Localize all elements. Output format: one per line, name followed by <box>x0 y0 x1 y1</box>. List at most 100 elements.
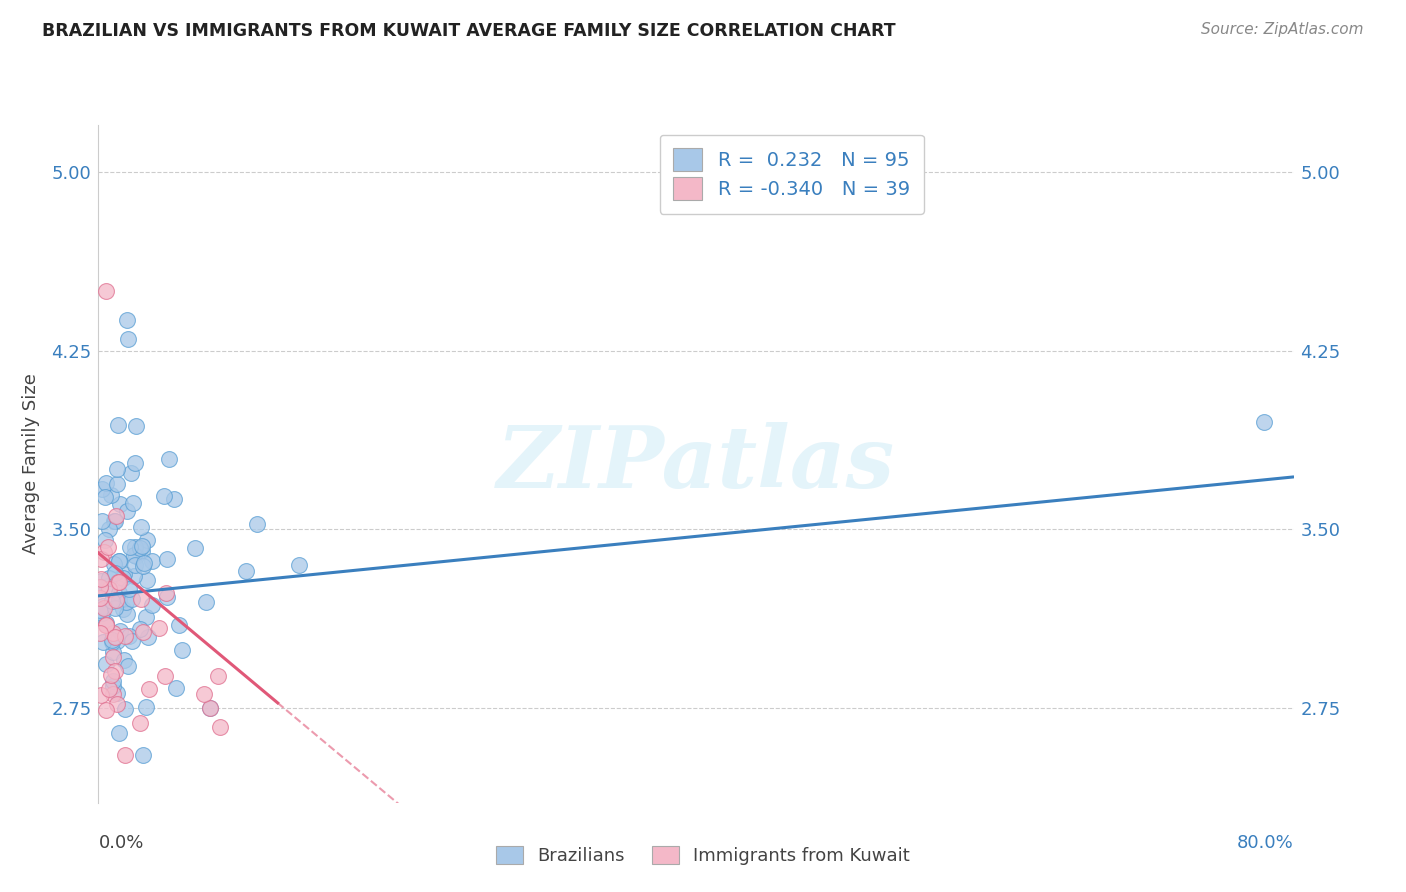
Point <box>117 629 139 643</box>
Point <box>156 552 179 566</box>
Point <box>101 687 124 701</box>
Point <box>114 748 136 763</box>
Point <box>136 533 159 547</box>
Point <box>148 621 170 635</box>
Point <box>120 466 142 480</box>
Text: Source: ZipAtlas.com: Source: ZipAtlas.com <box>1201 22 1364 37</box>
Point <box>135 573 157 587</box>
Point <box>108 586 131 600</box>
Point <box>93 545 115 559</box>
Text: ZIPatlas: ZIPatlas <box>496 422 896 506</box>
Point <box>90 574 112 589</box>
Point <box>138 681 160 696</box>
Point <box>105 634 128 648</box>
Point <box>107 418 129 433</box>
Point <box>89 603 111 617</box>
Point <box>94 490 117 504</box>
Point <box>141 599 163 613</box>
Point <box>108 624 131 639</box>
Point <box>195 595 218 609</box>
Point <box>91 482 114 496</box>
Point <box>114 629 136 643</box>
Point <box>105 462 128 476</box>
Point <box>193 687 215 701</box>
Point <box>97 579 120 593</box>
Point <box>101 674 124 689</box>
Point <box>138 630 160 644</box>
Point <box>101 635 124 649</box>
Point <box>108 575 131 590</box>
Point <box>97 571 120 585</box>
Point <box>129 519 152 533</box>
Point <box>90 514 112 528</box>
Point <box>101 645 124 659</box>
Point <box>90 688 112 702</box>
Point <box>107 575 129 590</box>
Point <box>122 548 145 562</box>
Point <box>120 540 142 554</box>
Point <box>112 571 135 585</box>
Point <box>91 606 114 620</box>
Point <box>105 697 128 711</box>
Point <box>108 593 131 607</box>
Point <box>117 659 139 673</box>
Point <box>129 716 152 731</box>
Point <box>90 552 112 566</box>
Point <box>108 498 131 512</box>
Point <box>90 572 112 586</box>
Point <box>103 515 125 529</box>
Point <box>129 622 152 636</box>
Point <box>104 515 127 529</box>
Point <box>105 685 128 699</box>
Point <box>103 558 125 572</box>
Point <box>132 557 155 571</box>
Point <box>132 625 155 640</box>
Point <box>115 504 138 518</box>
Point <box>235 564 257 578</box>
Point <box>114 595 136 609</box>
Point <box>97 582 120 596</box>
Point <box>105 593 128 607</box>
Text: 0.0%: 0.0% <box>98 834 143 852</box>
Point <box>93 533 115 547</box>
Point <box>105 477 128 491</box>
Point <box>101 679 124 693</box>
Point <box>122 569 145 583</box>
Point <box>89 580 111 594</box>
Point <box>184 541 207 555</box>
Point <box>115 313 138 327</box>
Point <box>246 516 269 531</box>
Point <box>156 590 179 604</box>
Point <box>128 541 150 555</box>
Point <box>121 633 143 648</box>
Point <box>124 540 146 554</box>
Point <box>117 332 139 346</box>
Point <box>131 544 153 558</box>
Point <box>101 633 124 648</box>
Point <box>122 496 145 510</box>
Point <box>104 600 127 615</box>
Point <box>131 539 153 553</box>
Point <box>115 607 138 622</box>
Point <box>124 457 146 471</box>
Point <box>104 566 127 580</box>
Point <box>135 609 157 624</box>
Point <box>89 591 111 605</box>
Point <box>155 668 177 682</box>
Point <box>103 625 125 640</box>
Point <box>98 522 121 536</box>
Point <box>114 702 136 716</box>
Point <box>108 554 131 568</box>
Legend: Brazilians, Immigrants from Kuwait: Brazilians, Immigrants from Kuwait <box>486 837 920 874</box>
Point <box>141 554 163 568</box>
Point <box>132 748 155 763</box>
Point <box>96 476 118 491</box>
Point <box>155 586 177 600</box>
Point <box>97 682 120 697</box>
Point <box>124 549 146 564</box>
Point <box>162 492 184 507</box>
Point <box>101 593 124 607</box>
Point <box>91 599 114 614</box>
Point <box>108 726 131 740</box>
Point <box>114 567 136 582</box>
